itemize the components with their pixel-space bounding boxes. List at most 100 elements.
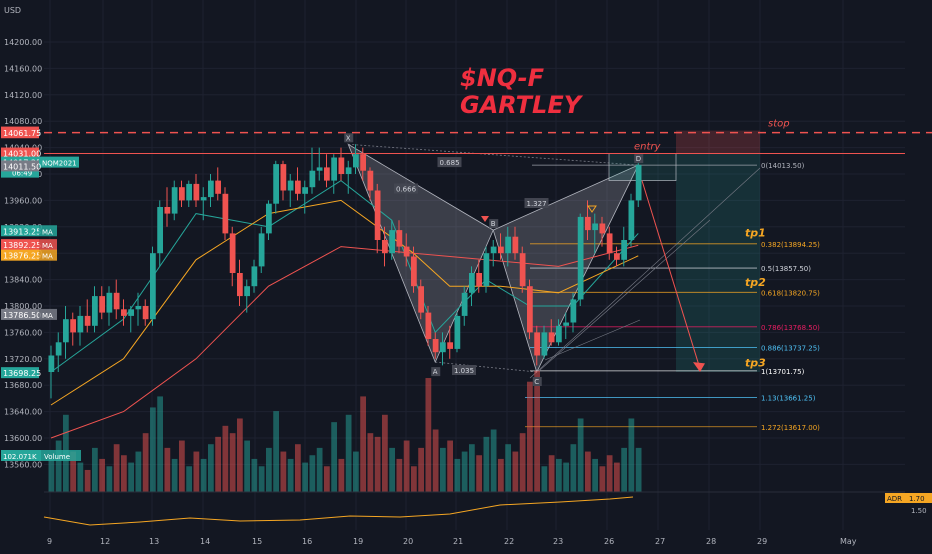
volume-bar	[621, 447, 627, 492]
candle-body	[77, 315, 84, 333]
volume-bar	[266, 447, 272, 492]
volume-bar	[316, 447, 323, 492]
volume-bar	[447, 440, 453, 492]
volume-bar	[244, 440, 250, 492]
volume-bar	[418, 447, 424, 492]
volume-bar	[440, 447, 446, 492]
ratio-label: 1.035	[454, 367, 474, 375]
volume-bar	[92, 447, 98, 492]
ma-badge-rect	[39, 225, 57, 237]
volume-bar	[483, 436, 490, 492]
price-badge-rect	[1, 308, 39, 320]
volume-bar	[425, 378, 432, 492]
candle-body	[215, 180, 221, 194]
date-tick-label: 12	[100, 537, 110, 546]
candle-body	[461, 292, 468, 316]
candle-body	[599, 223, 606, 234]
volume-bar	[541, 466, 548, 492]
volume-bar	[302, 462, 308, 492]
volume-bar	[215, 436, 221, 492]
price-axis-badge: 13786.50 MA	[1, 308, 57, 320]
volume-bar	[150, 407, 156, 492]
price-badge-text: 13892.25	[3, 241, 41, 250]
price-tick-label: 13840.00	[4, 276, 42, 285]
price-axis-badge: 14011.50	[1, 160, 41, 172]
volume-bar	[367, 433, 374, 492]
volume-bar	[237, 418, 243, 492]
price-axis-badge: 13913.25 MA	[1, 225, 57, 237]
adr-value-rect	[905, 493, 932, 503]
candle-body	[128, 309, 134, 316]
countdown-badge-rect	[1, 167, 39, 178]
volume-bar	[635, 447, 642, 492]
fib-level-label: 0.886(13737.25)	[761, 344, 820, 352]
candle-body	[498, 246, 504, 254]
candle-body	[403, 246, 410, 257]
volume-bar	[84, 469, 91, 492]
volume-bar	[77, 462, 84, 492]
fib-level-label: 0.618(13820.75)	[761, 289, 820, 297]
pattern-point-bg	[489, 219, 499, 229]
volume-label: Volume	[44, 453, 70, 461]
price-badge-text: 13698.25	[3, 369, 41, 378]
price-badge-rect	[1, 127, 39, 139]
volume-bar	[193, 451, 200, 492]
volume-bar	[309, 455, 316, 492]
volume-bar	[570, 444, 577, 492]
volume-bar	[280, 451, 287, 492]
candle-body	[614, 253, 620, 260]
volume-bar	[469, 444, 475, 492]
volume-bar	[476, 455, 482, 492]
price-badge-text: 14061.75	[3, 129, 41, 138]
price-tick-label: 13720.00	[4, 355, 42, 364]
target-zone	[676, 153, 760, 372]
candle-body	[505, 236, 511, 254]
candle-body	[258, 233, 265, 267]
candle-body	[251, 266, 258, 287]
candle-body	[229, 233, 236, 273]
date-tick-label: 29	[757, 537, 767, 546]
volume-bar	[548, 455, 555, 492]
adr-label: ADR	[887, 495, 902, 503]
date-tick-label: 20	[403, 537, 413, 546]
pattern-xd-line	[348, 143, 639, 166]
volume-bar	[128, 462, 134, 492]
candle-body	[418, 286, 424, 313]
pattern-point-bg	[431, 367, 441, 377]
price-tick-label: 13560.00	[4, 460, 42, 469]
fib-level-label: 0.5(13857.50)	[761, 265, 811, 273]
candle-body	[63, 319, 69, 343]
volume-bar	[338, 458, 345, 492]
candle-body	[512, 236, 519, 254]
price-badge-text: 14031.00	[3, 150, 41, 159]
price-tick-label: 13640.00	[4, 408, 42, 417]
candle-body	[454, 315, 461, 349]
ratio-label-bg	[437, 157, 462, 168]
candle-body	[106, 292, 113, 313]
candle-body	[316, 167, 323, 171]
candle-body	[382, 240, 388, 254]
pattern-point-A: A	[433, 368, 438, 376]
pattern-ac-line	[435, 361, 537, 373]
date-tick-label: 27	[655, 537, 665, 546]
adr-badge-rect	[885, 493, 905, 503]
candle-body	[570, 299, 577, 323]
date-tick-label: 9	[47, 537, 52, 546]
volume-bar	[556, 458, 562, 492]
price-tick-label: 13960.00	[4, 196, 42, 205]
candle-body	[70, 319, 76, 333]
volume-bar	[179, 440, 185, 492]
projection-arrow	[641, 180, 701, 369]
price-axis-badge: 13876.25 MA	[1, 249, 57, 261]
ratio-label-bg	[452, 365, 476, 375]
pattern-point-D: D	[636, 155, 641, 163]
candle-body	[48, 355, 55, 372]
candle-body	[135, 306, 142, 310]
symbol-badge-rect	[39, 156, 79, 168]
volume-bar	[157, 396, 163, 492]
candle-body	[244, 286, 250, 297]
price-badge-rect	[1, 225, 39, 237]
volume-bar	[403, 440, 410, 492]
price-badge-rect	[1, 160, 39, 172]
